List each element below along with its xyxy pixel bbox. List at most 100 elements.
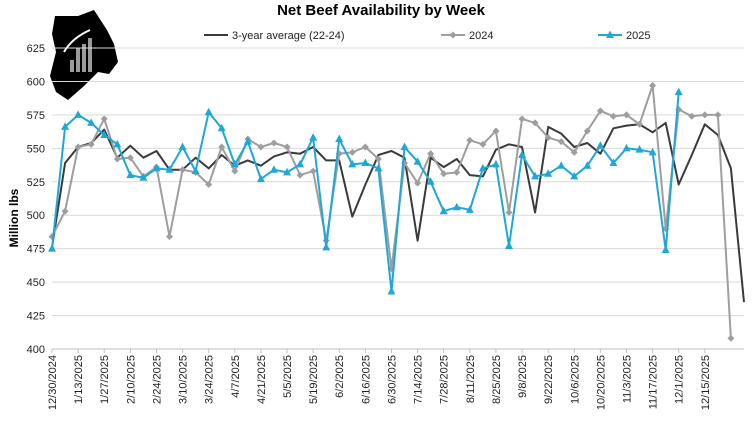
data-point	[570, 171, 579, 180]
data-point	[661, 245, 670, 254]
data-point	[504, 241, 513, 249]
x-tick-label: 2/24/2025	[151, 355, 163, 404]
x-tick-label: 11/17/2025	[648, 355, 660, 409]
data-point	[152, 163, 161, 172]
data-point	[309, 167, 317, 175]
data-point	[296, 159, 305, 168]
legend-marker	[449, 31, 457, 39]
data-point	[413, 157, 422, 165]
x-tick-label: 3/24/2025	[204, 355, 216, 404]
x-tick-label: 7/14/2025	[413, 355, 425, 404]
x-tick-label: 6/30/2025	[386, 355, 398, 404]
data-point	[492, 127, 500, 135]
data-point	[361, 158, 370, 167]
data-point	[230, 159, 239, 168]
data-point	[348, 148, 356, 156]
x-tick-label: 12/30/2024	[47, 355, 59, 410]
data-point	[165, 165, 174, 173]
y-tick-label: 550	[27, 143, 45, 155]
data-point	[688, 112, 696, 120]
x-tick-label: 6/16/2025	[360, 355, 372, 404]
data-point	[61, 207, 69, 215]
data-point	[400, 142, 409, 150]
data-point	[283, 167, 292, 176]
data-point	[465, 205, 474, 213]
data-point	[243, 137, 252, 145]
data-point	[531, 171, 540, 180]
data-point	[178, 142, 187, 150]
x-tick-label: 10/20/2025	[595, 355, 607, 410]
legend: 3-year average (22-24) 2024 2025	[204, 30, 650, 42]
data-point	[335, 134, 344, 142]
data-point	[113, 155, 121, 163]
data-point	[113, 139, 122, 148]
legend-label: 2024	[469, 30, 493, 42]
x-tick-label: 1/27/2025	[99, 355, 111, 404]
data-point	[570, 148, 578, 156]
y-tick-label: 600	[27, 76, 45, 88]
data-point	[583, 161, 592, 169]
data-point	[426, 177, 435, 185]
data-point	[139, 173, 148, 181]
data-point	[544, 134, 552, 142]
y-tick-label: 475	[27, 244, 45, 256]
data-point	[231, 167, 239, 175]
data-point	[100, 115, 108, 123]
series-line	[51, 121, 745, 303]
data-point	[557, 161, 566, 169]
x-tick-label: 5/5/2025	[282, 355, 294, 398]
x-tick-label: 6/2/2025	[334, 355, 346, 398]
data-point	[491, 159, 500, 168]
data-point	[256, 174, 265, 183]
x-tick-label: 1/13/2025	[73, 355, 85, 404]
data-point	[427, 150, 435, 158]
data-point	[191, 166, 200, 175]
x-tick-label: 12/1/2025	[674, 355, 686, 404]
data-point	[596, 141, 605, 149]
x-tick-label: 11/3/2025	[621, 355, 633, 403]
data-point	[635, 145, 644, 153]
data-point	[205, 180, 213, 188]
y-tick-label: 500	[27, 210, 45, 222]
data-point	[74, 143, 82, 151]
data-point	[348, 159, 357, 168]
x-tick-label: 8/25/2025	[491, 355, 503, 404]
data-point	[452, 202, 461, 211]
y-tick-label: 400	[27, 344, 45, 356]
data-point	[583, 127, 591, 135]
data-point	[296, 171, 304, 179]
data-point	[74, 110, 83, 118]
chart-title: Net Beef Availability by Week	[277, 2, 486, 19]
series-layer	[48, 81, 745, 342]
data-point	[87, 140, 95, 148]
data-point	[557, 138, 565, 146]
data-point	[179, 166, 187, 174]
series-line	[51, 84, 732, 339]
data-point	[414, 179, 422, 187]
data-point	[701, 111, 709, 119]
data-point	[479, 140, 487, 148]
data-point	[126, 170, 135, 179]
data-point	[531, 119, 539, 127]
data-point	[466, 136, 474, 144]
data-point	[87, 118, 96, 126]
data-point	[714, 111, 722, 119]
y-tick-label: 525	[27, 177, 45, 189]
data-point	[309, 133, 318, 141]
y-axis-label: Million lbs	[7, 188, 21, 247]
data-point	[166, 233, 174, 241]
data-point	[218, 143, 226, 151]
data-point	[596, 107, 604, 115]
y-axis-ticks: 400 425 450 475 500 525 550 575 600 625	[27, 43, 45, 356]
x-tick-label: 8/11/2025	[465, 355, 477, 403]
data-point	[609, 158, 618, 167]
legend-label: 2025	[626, 30, 650, 42]
data-point	[257, 143, 265, 151]
gridlines	[52, 47, 744, 350]
data-point	[518, 150, 527, 159]
x-tick-label: 2/10/2025	[125, 355, 137, 404]
data-point	[283, 143, 291, 151]
data-point	[361, 143, 369, 151]
data-point	[387, 286, 396, 295]
